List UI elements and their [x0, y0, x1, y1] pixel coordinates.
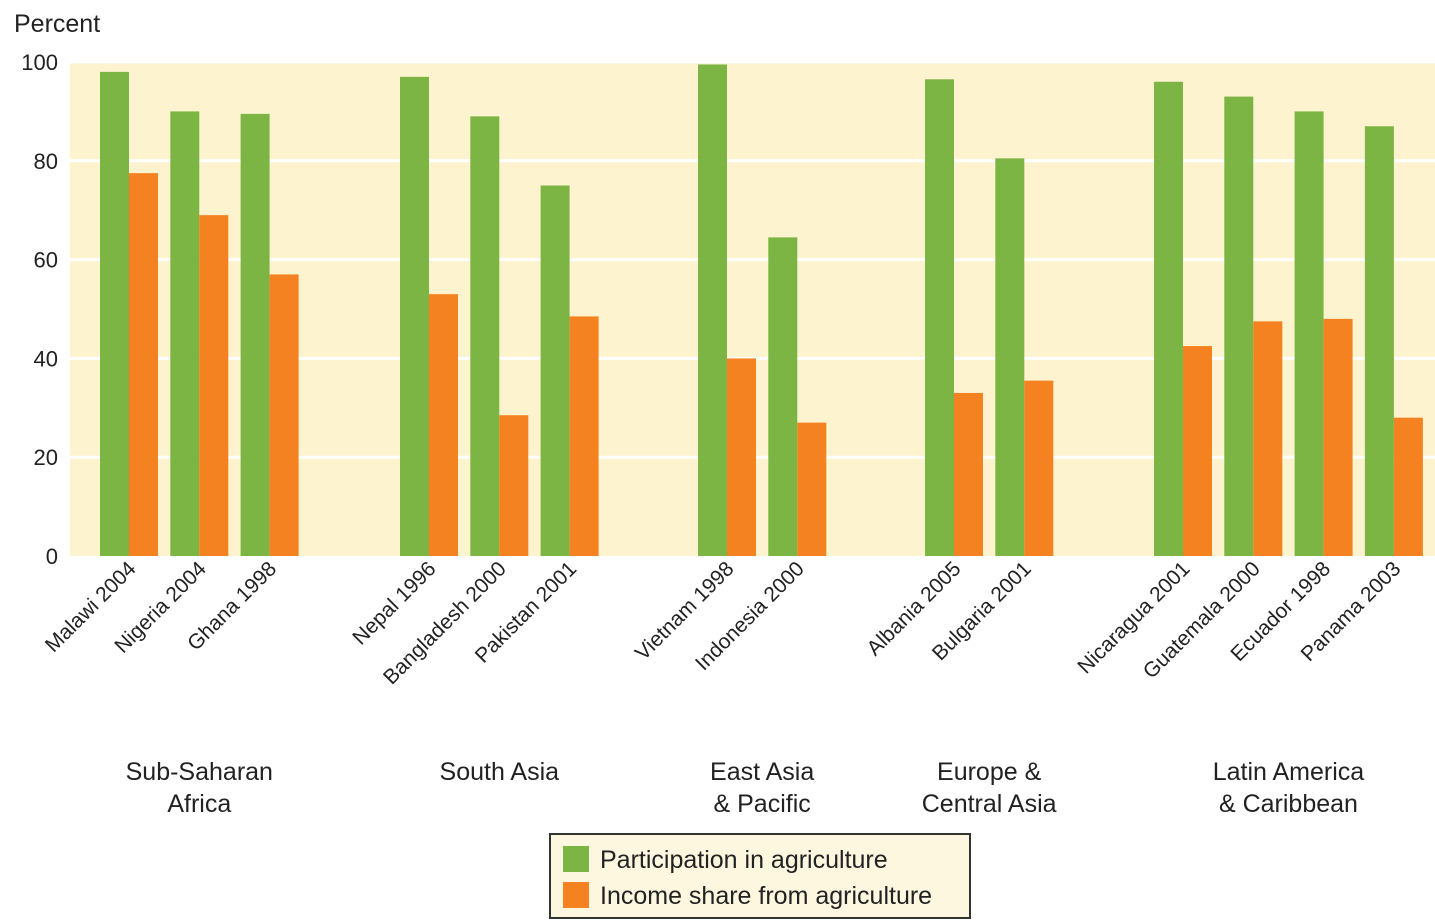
participation-bar [698, 64, 727, 556]
participation-bar [1224, 96, 1254, 556]
region-label: & Pacific [714, 790, 811, 818]
y-tick-label: 40 [34, 346, 58, 371]
y-tick-label: 80 [34, 149, 58, 174]
participation-bar [400, 76, 429, 556]
legend-swatch-participation [563, 846, 589, 872]
legend: Participation in agriculture Income share… [549, 833, 971, 919]
region-label: Europe & [937, 758, 1042, 786]
participation-bar [540, 185, 570, 556]
legend-label: Income share from agriculture [600, 882, 932, 910]
y-tick-label: 60 [34, 248, 58, 273]
region-label: & Caribbean [1219, 790, 1358, 818]
region-label: South Asia [440, 758, 560, 786]
income-bar [1183, 346, 1212, 556]
income-bar [954, 392, 983, 556]
region-label: East Asia [710, 758, 814, 786]
income-bar [1323, 318, 1353, 556]
x-tick-label: Bangladesh 2000 [379, 557, 511, 689]
income-bar [269, 274, 299, 556]
legend-swatch-income [563, 882, 589, 908]
income-bar [797, 422, 827, 556]
region-label: Sub-Saharan [126, 758, 273, 786]
participation-bar [1364, 126, 1394, 556]
participation-bar [1294, 111, 1324, 557]
income-bar [429, 294, 458, 556]
participation-bar [100, 71, 129, 556]
income-bar [1253, 321, 1283, 556]
income-bar [1393, 417, 1423, 556]
y-tick-label: 0 [46, 544, 58, 569]
participation-bar [925, 79, 954, 556]
legend-label: Participation in agriculture [600, 846, 888, 874]
participation-bar [995, 158, 1025, 556]
income-bar [727, 358, 756, 556]
participation-bar [240, 113, 270, 557]
y-tick-label: 20 [34, 445, 58, 470]
participation-bar [1154, 81, 1183, 556]
legend-box [549, 833, 971, 919]
participation-bar [768, 237, 798, 556]
region-label: Latin America [1213, 758, 1365, 786]
participation-bar [470, 116, 500, 556]
bars [100, 64, 1423, 557]
participation-bar [170, 111, 200, 557]
income-bar [499, 415, 529, 556]
region-labels: Sub-Saharan Africa South Asia East Asia & Pa… [126, 758, 1365, 818]
region-label: Central Asia [922, 790, 1057, 818]
y-axis-ticks: 0 20 40 60 80 100 [21, 50, 58, 569]
x-tick-label: Guatemala 2000 [1139, 557, 1265, 683]
y-tick-label: 100 [21, 50, 58, 75]
income-bar [1024, 380, 1054, 556]
income-bar [129, 173, 158, 556]
region-label: Africa [167, 790, 231, 818]
income-bar [199, 215, 229, 556]
y-axis-label: Percent [14, 10, 100, 38]
income-bar [569, 316, 599, 556]
